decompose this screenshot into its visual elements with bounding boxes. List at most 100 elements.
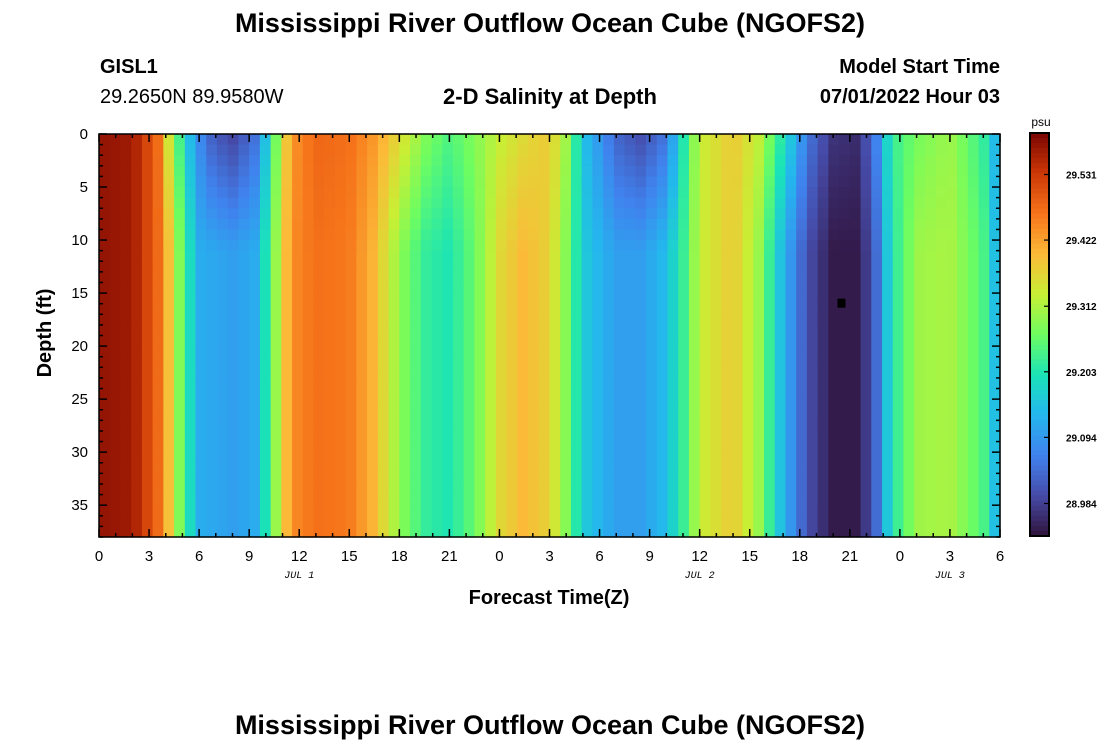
heatmap-cell	[259, 377, 272, 390]
heatmap-cell	[860, 165, 872, 178]
heatmap-cell	[442, 462, 454, 474]
heatmap-cell	[410, 505, 422, 517]
heatmap-cell	[774, 515, 787, 527]
heatmap-cell	[624, 494, 636, 506]
heatmap-cell	[903, 526, 915, 538]
heatmap-cell	[195, 293, 207, 305]
heatmap-cell	[506, 250, 518, 262]
heatmap-cell	[141, 187, 154, 199]
heatmap-cell	[871, 134, 883, 146]
heatmap-cell	[377, 176, 390, 188]
heatmap-cell	[517, 505, 529, 517]
heatmap-cell	[270, 420, 282, 432]
axis-ticks	[98, 133, 1001, 538]
heatmap-cell	[699, 367, 711, 379]
heatmap-cell	[570, 250, 583, 262]
heatmap-cell	[806, 356, 819, 368]
colorbar-segment	[1030, 319, 1049, 326]
heatmap-cell	[259, 473, 272, 485]
colorbar-segment	[1030, 173, 1049, 179]
heatmap-cell	[549, 187, 561, 199]
heatmap-cell	[495, 515, 508, 527]
heatmap-cell	[528, 462, 540, 474]
heatmap-cell	[292, 515, 304, 527]
heatmap-cell	[367, 240, 379, 252]
heatmap-cell	[506, 420, 518, 432]
heatmap-cell	[238, 452, 250, 464]
heatmap-cell	[410, 515, 422, 527]
heatmap-cell	[613, 377, 626, 390]
colorbar-segment	[1030, 455, 1049, 462]
heatmap-cell	[163, 452, 175, 464]
heatmap-cell	[796, 515, 808, 527]
heatmap-cell	[570, 218, 583, 231]
heatmap-cell	[603, 367, 615, 379]
heatmap-cell	[313, 483, 325, 496]
heatmap-cell	[131, 399, 143, 411]
heatmap-cell	[592, 452, 604, 464]
heatmap-cell	[152, 155, 164, 167]
heatmap-cell	[935, 367, 947, 379]
heatmap-cell	[259, 314, 272, 326]
heatmap-cell	[742, 250, 754, 262]
heatmap-cell	[710, 399, 722, 411]
heatmap-cell	[624, 208, 636, 220]
heatmap-cell	[581, 314, 594, 326]
heatmap-cell	[495, 134, 508, 146]
heatmap-cell	[903, 377, 915, 390]
heatmap-cell	[431, 324, 443, 337]
heatmap-cell	[324, 430, 336, 443]
heatmap-cell	[699, 165, 711, 178]
heatmap-cell	[635, 165, 647, 178]
heatmap-cell	[892, 483, 905, 496]
heatmap-cell	[388, 441, 400, 453]
colorbar-segment	[1030, 415, 1049, 421]
heatmap-cell	[399, 261, 411, 273]
heatmap-cell	[485, 377, 497, 390]
heatmap-cell	[474, 526, 486, 538]
heatmap-cell	[699, 483, 711, 496]
heatmap-cell	[721, 271, 733, 284]
heatmap-cell	[603, 303, 615, 315]
heatmap-cell	[152, 271, 164, 284]
heatmap-cell	[914, 187, 926, 199]
heatmap-cell	[270, 515, 282, 527]
heatmap-cell	[817, 420, 829, 432]
heatmap-cell	[860, 335, 872, 347]
heatmap-cell	[882, 430, 894, 443]
heatmap-cell	[656, 293, 669, 305]
heatmap-cell	[528, 282, 540, 294]
heatmap-cell	[442, 409, 454, 421]
colorbar-segment	[1030, 344, 1049, 351]
heatmap-cell	[345, 176, 358, 188]
heatmap-cell	[839, 218, 851, 231]
heatmap-cell	[978, 303, 990, 315]
heatmap-cell	[184, 473, 197, 485]
heatmap-cell	[313, 293, 325, 305]
heatmap-cell	[903, 324, 915, 337]
heatmap-cell	[924, 335, 937, 347]
heatmap-cell	[292, 314, 304, 326]
heatmap-cell	[109, 462, 122, 474]
heatmap-cell	[131, 462, 143, 474]
heatmap-cell	[345, 155, 358, 167]
heatmap-cell	[882, 314, 894, 326]
heatmap-cell	[420, 229, 433, 241]
heatmap-cell	[174, 134, 186, 146]
heatmap-cell	[731, 240, 744, 252]
heatmap-cell	[892, 218, 905, 231]
heatmap-cell	[131, 165, 143, 178]
heatmap-cell	[839, 165, 851, 178]
heatmap-cell	[410, 261, 422, 273]
heatmap-cell	[292, 346, 304, 358]
heatmap-cell	[849, 515, 862, 527]
heatmap-cell	[914, 483, 926, 496]
heatmap-cell	[99, 377, 111, 390]
heatmap-cell	[538, 187, 551, 199]
heatmap-cell	[667, 314, 679, 326]
heatmap-cell	[624, 356, 636, 368]
heatmap-cell	[216, 271, 229, 284]
heatmap-cell	[442, 218, 454, 231]
heatmap-cell	[216, 335, 229, 347]
heatmap-cell	[377, 409, 390, 421]
